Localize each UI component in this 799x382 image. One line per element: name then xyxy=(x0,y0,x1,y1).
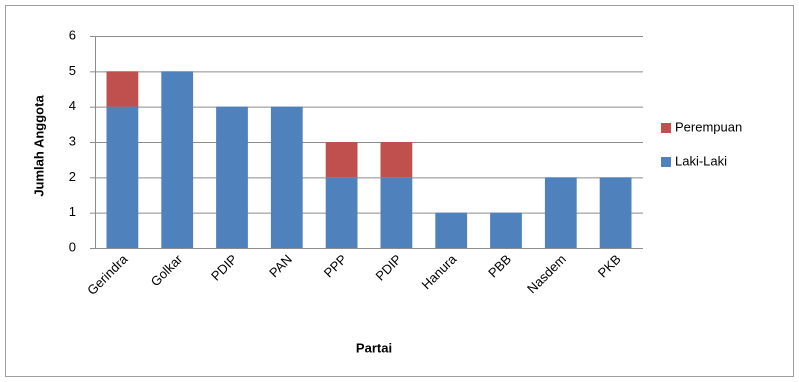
x-tick-label: PKB xyxy=(595,252,624,281)
x-tick-label: Gerindra xyxy=(84,251,131,298)
x-tick-label: Golkar xyxy=(148,251,186,289)
x-tick-label: Nasdem xyxy=(524,252,569,297)
bar-laki-laki-pdip xyxy=(380,177,413,248)
x-tick-labels: Gerindra Golkar PDIP PAN PPP PDIP Hanura PBB Nas… xyxy=(84,251,624,298)
legend-swatch-laki-laki xyxy=(661,157,671,167)
legend-label-laki-laki: Laki-Laki xyxy=(675,153,727,168)
x-tick-label: PBB xyxy=(485,252,514,281)
x-tick-label: Hanura xyxy=(419,251,460,292)
bar-laki-laki-pdip xyxy=(216,106,248,249)
x-tick-label: PDIP xyxy=(372,252,404,284)
bar-laki-laki-golkar xyxy=(161,71,194,248)
y-tick-label: 1 xyxy=(69,204,76,219)
y-tick-label: 3 xyxy=(69,133,76,148)
axes xyxy=(95,36,643,249)
x-tick-label: PAN xyxy=(266,252,295,281)
bars xyxy=(106,71,632,249)
x-tick-label: PDIP xyxy=(208,252,240,284)
x-axis-title: Partai xyxy=(356,340,392,355)
bar-laki-laki-gerindra xyxy=(106,106,139,249)
legend-label-perempuan: Perempuan xyxy=(675,119,742,134)
y-tick-label: 6 xyxy=(69,27,76,42)
bar-perempuan-gerindra xyxy=(106,71,139,107)
bar-laki-laki-pbb xyxy=(490,212,522,248)
bar-laki-laki-ppp xyxy=(325,177,358,248)
x-tick-label: PPP xyxy=(321,252,350,281)
legend-swatch-perempuan xyxy=(661,123,671,133)
y-tick-labels: 0 1 2 3 4 5 6 xyxy=(69,27,95,254)
y-axis-title: Jumlah Anggota xyxy=(31,95,46,197)
bar-laki-laki-hanura xyxy=(435,212,468,248)
bar-laki-laki-pkb xyxy=(599,177,632,248)
y-tick-label: 2 xyxy=(69,169,76,184)
bar-laki-laki-nasdem xyxy=(544,177,577,248)
bar-perempuan-pdip xyxy=(380,142,413,178)
y-tick-label: 5 xyxy=(69,63,76,78)
legend: Perempuan Laki-Laki xyxy=(661,119,742,168)
bar-perempuan-ppp xyxy=(325,142,358,178)
bar-laki-laki-pan xyxy=(270,106,303,249)
y-tick-label: 0 xyxy=(69,239,76,254)
y-tick-label: 4 xyxy=(69,98,76,113)
